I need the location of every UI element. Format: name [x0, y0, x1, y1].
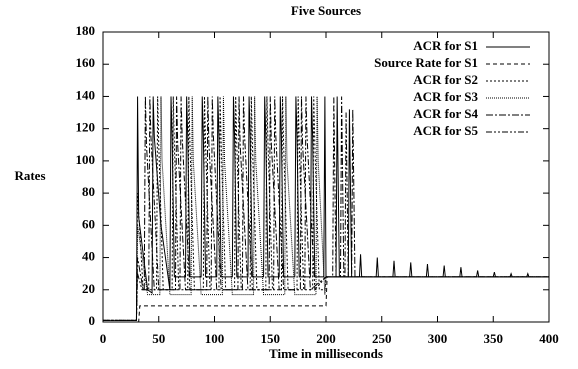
y-tick-label: 80 [82, 184, 95, 199]
chart-title: Five Sources [291, 3, 361, 18]
legend-label: ACR for S3 [413, 89, 478, 104]
y-tick-label: 100 [76, 152, 96, 167]
y-tick-label: 40 [82, 249, 95, 264]
x-tick-label: 250 [372, 331, 392, 346]
y-tick-label: 160 [76, 55, 96, 70]
legend-label: ACR for S1 [413, 38, 478, 53]
legend-label: ACR for S4 [413, 106, 478, 121]
y-tick-label: 180 [76, 23, 96, 38]
y-tick-label: 140 [76, 87, 96, 102]
y-tick-label: 20 [82, 281, 95, 296]
legend-label: ACR for S2 [413, 72, 478, 87]
y-axis-label: Rates [14, 168, 45, 183]
x-tick-label: 100 [205, 331, 225, 346]
x-tick-label: 150 [261, 331, 281, 346]
series-line [103, 96, 549, 321]
x-axis-label: Time in milliseconds [269, 346, 383, 361]
legend-label: Source Rate for S1 [374, 55, 478, 70]
series-line [103, 96, 549, 321]
x-tick-label: 0 [100, 331, 107, 346]
series-line [103, 96, 549, 321]
legend-label: ACR for S5 [413, 123, 478, 138]
y-tick-label: 120 [76, 120, 96, 135]
y-tick-label: 60 [82, 216, 95, 231]
y-tick-label: 0 [89, 313, 96, 328]
x-tick-label: 300 [428, 331, 448, 346]
x-tick-label: 350 [484, 331, 504, 346]
series-line [103, 96, 549, 321]
x-tick-label: 400 [539, 331, 559, 346]
x-tick-label: 50 [152, 331, 165, 346]
x-tick-label: 200 [316, 331, 336, 346]
series-line [103, 96, 549, 321]
